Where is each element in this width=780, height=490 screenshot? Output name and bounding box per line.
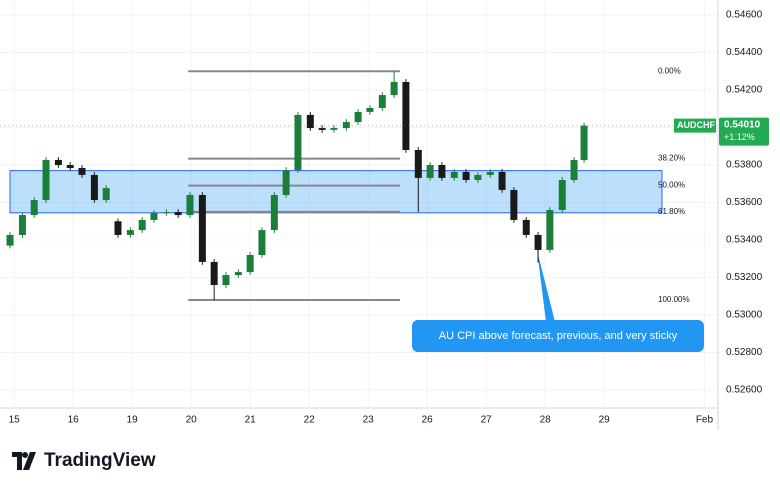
chart: 0.52600 0.52800 0.53000 0.53200 0.53400 0.536… (0, 0, 769, 430)
candle-body (580, 125, 588, 160)
candle-body (186, 195, 194, 216)
fib-label: 61.80% (658, 207, 685, 216)
brand-name: TradingView (44, 450, 156, 471)
brand-logo (12, 452, 36, 470)
candle-body (534, 234, 542, 250)
y-tick-label: 0.54600 (726, 10, 763, 21)
x-tick-label: 19 (127, 415, 139, 426)
candle-body (558, 180, 566, 210)
candle-body (258, 230, 266, 255)
zone (9, 170, 663, 214)
candle-body (330, 128, 338, 130)
y-tick-label: 0.53800 (726, 160, 763, 171)
candle-body (18, 215, 26, 235)
y-tick-label: 0.52800 (726, 347, 763, 358)
candle-body (342, 122, 350, 129)
symbol-tag-bg (674, 118, 716, 133)
candle-body (66, 165, 74, 168)
candle-body (138, 219, 146, 231)
candle-body (282, 170, 290, 195)
candle-body (510, 189, 518, 220)
candle-body (354, 111, 362, 123)
candle-body (378, 95, 386, 108)
candle-body (390, 81, 398, 96)
y-tick-label: 0.54400 (726, 47, 763, 58)
candle-body (270, 195, 278, 231)
change-tag: +1.12% (724, 132, 755, 142)
x-tick-label: 16 (68, 415, 80, 426)
candle-body (414, 150, 422, 178)
candle-body (438, 165, 446, 178)
candle-body (42, 159, 50, 201)
x-tick-label: 28 (540, 415, 552, 426)
candle-body (462, 171, 470, 180)
fib-label: 50.00% (658, 181, 685, 190)
price-tag-bg (719, 117, 769, 146)
x-tick-label: 27 (481, 415, 493, 426)
candle-body (486, 171, 494, 175)
candle-body (198, 195, 206, 262)
candle-body (546, 210, 554, 250)
x-tick-label: 22 (304, 415, 316, 426)
x-tick-label: Feb (696, 415, 714, 426)
x-tick-label: 29 (599, 415, 611, 426)
candle-body (102, 188, 110, 201)
candle-body (78, 168, 86, 175)
candle-body (54, 159, 62, 165)
annotation-arrow (537, 250, 555, 322)
x-tick-label: 21 (245, 415, 257, 426)
y-tick-label: 0.53400 (726, 235, 763, 246)
candle-body (522, 219, 530, 235)
candle-body (246, 255, 254, 273)
candle-body (474, 174, 482, 180)
y-tick-label: 0.53200 (726, 272, 763, 283)
candle-body (294, 114, 302, 171)
price-tag: 0.54010 (724, 119, 761, 130)
candle-body (498, 171, 506, 190)
candle-body (450, 171, 458, 178)
y-tick-label: 0.52600 (726, 385, 763, 396)
y-tick-label: 0.53600 (726, 197, 763, 208)
fib-label: 0.00% (658, 66, 681, 75)
x-tick-label: 15 (9, 415, 21, 426)
annotation: AU CPI above forecast, previous, and ver… (412, 320, 704, 352)
brand: TradingView (12, 450, 156, 472)
candle-body (222, 275, 230, 285)
candle-body (30, 200, 38, 216)
candle-body (402, 81, 410, 150)
candle-body (366, 108, 374, 112)
x-tick-label: 20 (186, 415, 198, 426)
y-tick-label: 0.54200 (726, 85, 763, 96)
candle-body (570, 159, 578, 180)
candle-body (306, 114, 314, 129)
candle-body (150, 213, 158, 220)
candle-body (162, 212, 170, 214)
candle-body (426, 165, 434, 178)
x-tick-label: 23 (363, 415, 375, 426)
fib-label: 38.20% (658, 154, 685, 163)
symbol-tag: AUDCHF (677, 120, 715, 130)
candle-body (126, 230, 134, 235)
candle-body (174, 212, 182, 216)
candle-body (210, 261, 218, 285)
fib-label: 100.00% (658, 295, 690, 304)
candle-body (234, 272, 242, 276)
x-tick-label: 26 (422, 415, 434, 426)
candle-body (114, 221, 122, 235)
candle-body (90, 174, 98, 201)
candle-body (318, 128, 326, 130)
candle-body (6, 234, 14, 246)
y-tick-label: 0.53000 (726, 310, 763, 321)
